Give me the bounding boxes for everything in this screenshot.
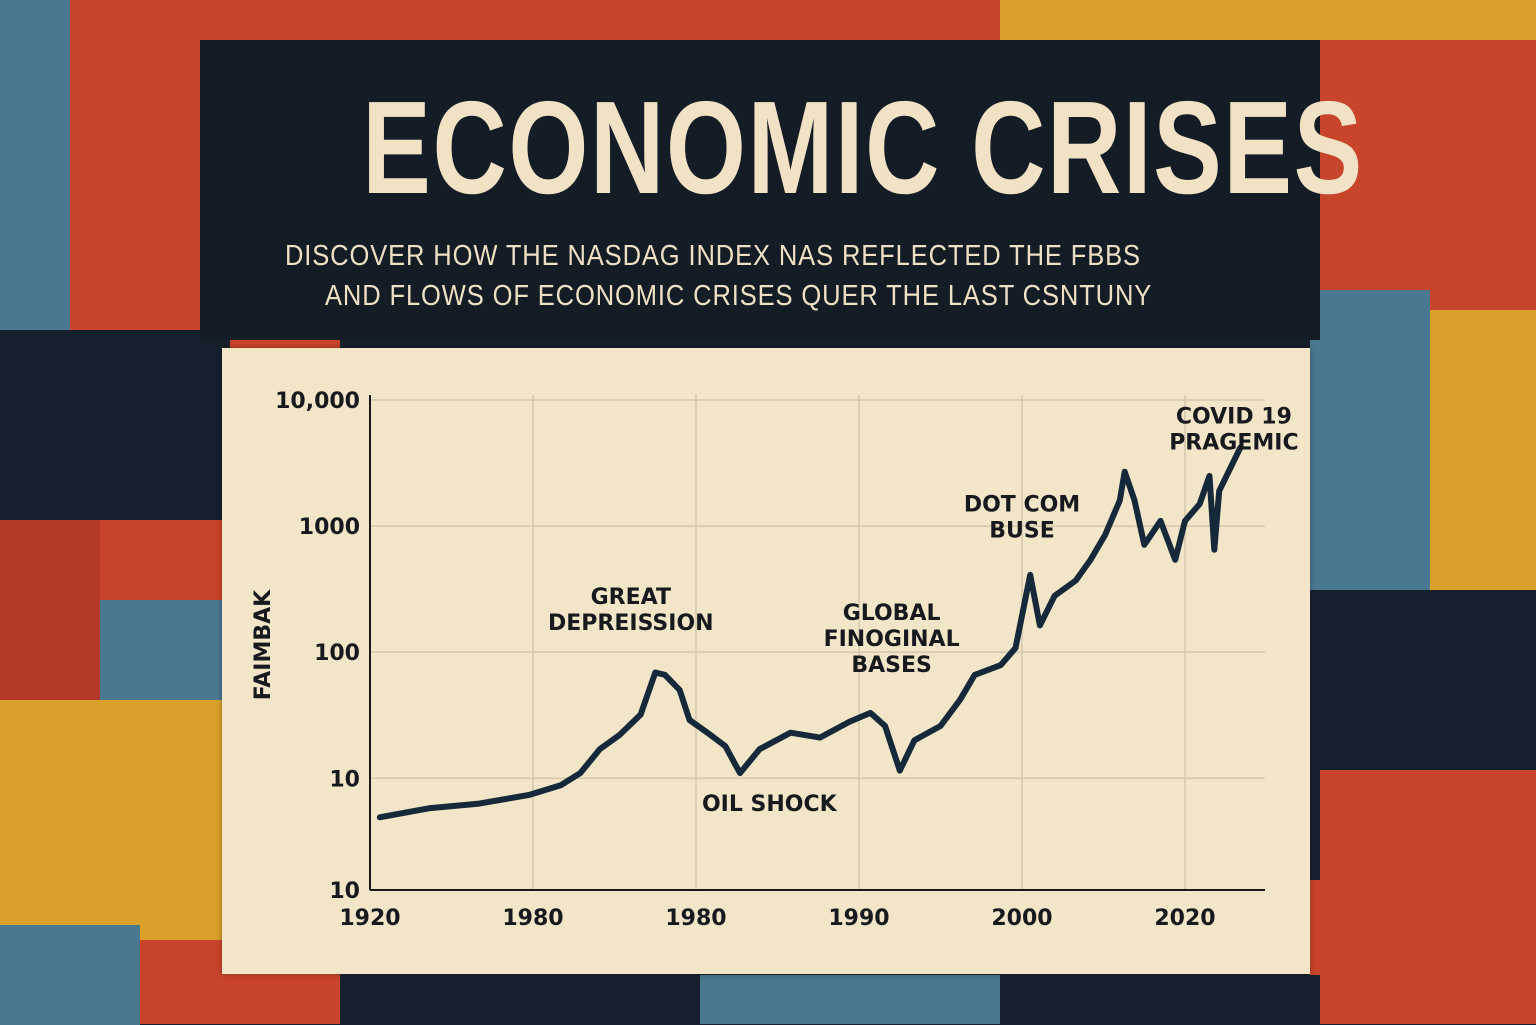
annotation-label: DOT COM BUSE xyxy=(964,493,1080,544)
x-tick-label: 2000 xyxy=(991,906,1052,931)
annotation-line: BUSE xyxy=(989,519,1055,544)
bg-block xyxy=(1000,0,1240,40)
y-tick-label: 10 xyxy=(329,767,360,792)
bg-block xyxy=(0,925,140,1025)
y-tick-label: 10 xyxy=(329,879,360,904)
annotation-line: GREAT xyxy=(591,585,671,610)
bg-block xyxy=(0,700,230,940)
y-tick-label: 10,000 xyxy=(275,389,360,414)
bg-block xyxy=(1240,0,1536,40)
x-tick-label: 2020 xyxy=(1154,906,1215,931)
annotation-line: FINOGINAL xyxy=(824,627,960,652)
annotation-line: PRAGEMIC xyxy=(1169,431,1298,456)
bg-block xyxy=(1430,310,1536,590)
annotation-label: COVID 19 PRAGEMIC xyxy=(1169,405,1298,456)
annotation-line: OIL SHOCK xyxy=(702,792,838,817)
subtitle-line-2: AND FLOWS OF ECONOMIC CRISES QUER THE LA… xyxy=(325,280,1153,312)
annotation-line: COVID 19 xyxy=(1176,405,1292,430)
x-tick-label: 1980 xyxy=(502,906,563,931)
chart-card xyxy=(222,348,1310,974)
bg-block xyxy=(1310,880,1536,1024)
y-tick-label: 1000 xyxy=(299,515,360,540)
grid xyxy=(370,395,1265,890)
annotation-label: OIL SHOCK xyxy=(702,792,838,817)
x-tick-label: 1990 xyxy=(828,906,889,931)
subtitle-line-1: DISCOVER HOW THE NASDAG INDEX NAS REFLEC… xyxy=(285,240,1141,272)
title-panel xyxy=(200,40,1320,340)
annotation-line: DOT COM xyxy=(964,493,1080,518)
bg-block xyxy=(0,520,100,700)
bg-block xyxy=(700,975,1000,1024)
bg-block xyxy=(1310,290,1430,590)
annotation-label: GREAT DEPREISSION xyxy=(548,585,714,636)
bg-block xyxy=(1310,590,1536,770)
x-tick-label: 1920 xyxy=(339,906,400,931)
bg-block xyxy=(0,330,230,520)
series-line-nasdaq xyxy=(376,444,1244,821)
y-tick-label: 100 xyxy=(314,641,360,666)
annotation-line: DEPREISSION xyxy=(548,611,714,636)
annotation-line: GLOBAL xyxy=(843,601,941,626)
y-axis-label: FAIMBAK xyxy=(251,589,276,700)
annotation-line: BASES xyxy=(851,653,932,678)
annotation-label: GLOBAL FINOGINAL BASES xyxy=(824,601,960,678)
x-tick-label: 1980 xyxy=(665,906,726,931)
